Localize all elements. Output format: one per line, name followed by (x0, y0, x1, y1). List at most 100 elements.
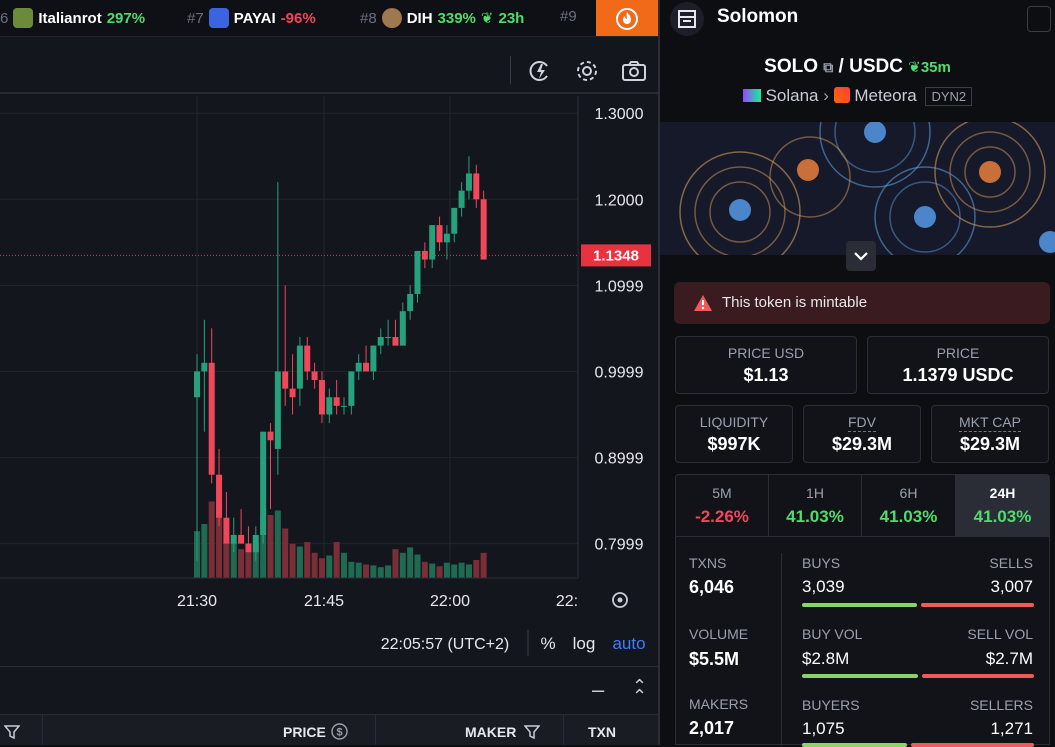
sellers-value: 1,271 (990, 719, 1033, 738)
copy-icon[interactable]: ⧉ (823, 59, 834, 75)
buyers-label: BUYERS (802, 697, 860, 713)
candle-body (252, 534, 259, 553)
quote-symbol: USDC (849, 56, 903, 77)
gear-icon[interactable] (574, 58, 600, 84)
volume-bar (223, 534, 230, 578)
candlestick-chart[interactable]: 1.3000 1.2000 1.0999 0.9999 0.8999 0.7999 1.1… (0, 96, 658, 666)
price-chart[interactable]: 1.3000 1.2000 1.0999 0.9999 0.8999 0.7999 1.1… (0, 96, 658, 666)
percent-toggle[interactable]: % (540, 634, 555, 653)
panel-divider[interactable] (658, 0, 660, 745)
expand-button[interactable]: ⌃ ⌃ (632, 677, 647, 705)
chevron-down-icon (854, 251, 868, 261)
maker-filter-icon[interactable] (524, 725, 540, 739)
price-column-header[interactable]: PRICE (283, 724, 326, 740)
ticker-item-4[interactable]: #9 (560, 8, 577, 25)
fire-button[interactable] (596, 0, 658, 36)
sellers-bar (910, 743, 1034, 747)
volume-bar (230, 542, 237, 578)
pair-age: 35m (920, 59, 951, 76)
candle-body (399, 311, 406, 346)
maker-column-header[interactable]: MAKER (465, 724, 517, 740)
tab-6h[interactable]: 6H 41.03% (862, 475, 956, 537)
tab-5m[interactable]: 5M -2.26% (676, 475, 769, 537)
ticker-rank: #8 (360, 9, 377, 27)
panel-controls: – ⌃ ⌃ (0, 666, 658, 714)
lightning-chart-icon[interactable] (527, 58, 553, 84)
ticker-item-2[interactable]: #7 PAYAI -96% (187, 8, 316, 28)
mintable-warning: This token is mintable (674, 282, 1050, 324)
candle-body (238, 534, 245, 544)
candle-body (289, 388, 296, 398)
candles (194, 156, 487, 561)
chain-name[interactable]: Solana (765, 86, 819, 105)
camera-icon[interactable] (621, 58, 647, 84)
token-avatar (208, 8, 229, 28)
price-usd-value: $1.13 (743, 365, 789, 385)
token-name: Solomon (717, 6, 799, 27)
volume-bar (267, 515, 274, 578)
candle-body (348, 371, 355, 406)
fdv-card[interactable]: FDV $29.3M (803, 405, 921, 463)
tab-24h[interactable]: 24H 41.03% (956, 475, 1049, 537)
mcap-card[interactable]: MKT CAP $29.3M (931, 405, 1049, 463)
volume-bar (385, 565, 392, 578)
volume-bar (421, 561, 428, 578)
buyers-value: 1,075 (802, 719, 845, 738)
volume-bar (318, 558, 325, 578)
ticker-item-1[interactable]: 6 Italianrot 297% (0, 8, 145, 28)
candle-body (194, 371, 200, 398)
time-tick-label: 22: (556, 593, 578, 610)
candle-body (208, 362, 215, 475)
log-toggle[interactable]: log (573, 634, 596, 653)
token-avatar (381, 8, 402, 28)
toolbar-divider (510, 56, 511, 84)
candle-body (473, 173, 480, 200)
auto-toggle[interactable]: auto (612, 634, 645, 653)
volume-bar (370, 565, 377, 578)
sells-value: 3,007 (990, 577, 1033, 596)
volume-bar (407, 547, 414, 578)
expand-banner-button[interactable] (846, 241, 876, 271)
axis-settings-icon[interactable] (612, 592, 628, 608)
ticker-change: -96% (280, 9, 316, 27)
filter-icon[interactable] (4, 725, 20, 739)
trending-ticker: 6 Italianrot 297% #7 PAYAI -96% #8 DIH 3… (0, 0, 658, 37)
token-avatar (13, 8, 34, 28)
dollar-icon[interactable]: $ (331, 723, 348, 740)
tab-value: 41.03% (973, 507, 1032, 526)
candle-body (341, 405, 347, 407)
candle-body (414, 250, 421, 294)
volume-bar (443, 562, 450, 578)
volume-bars (194, 501, 487, 578)
fdv-value: $29.3M (831, 434, 893, 454)
price-axis[interactable]: 1.3000 1.2000 1.0999 0.9999 0.8999 0.7999 (595, 106, 644, 553)
sells-label: SELLS (989, 555, 1033, 571)
volume-bar (245, 551, 252, 578)
volume-bar (252, 543, 259, 578)
candle-body (311, 371, 318, 381)
ticker-name: DIH (406, 9, 433, 27)
dex-name[interactable]: Meteora (854, 86, 917, 105)
price-tick-label: 1.3000 (595, 106, 644, 123)
txn-column-header[interactable]: TXN (588, 724, 616, 740)
stats-panel: 5M -2.26% 1H 41.03% 6H 41.03% 24H 41.03%… (675, 474, 1050, 747)
ticker-rank: #7 (187, 9, 204, 27)
time-axis[interactable]: 21:30 21:45 22:00 22: (177, 593, 578, 610)
buys-label: BUYS (802, 555, 841, 571)
stats-divider (781, 553, 782, 746)
collapse-button[interactable]: – (592, 677, 605, 702)
ticker-item-3[interactable]: #8 DIH 339% ❦ 23h (360, 8, 524, 28)
price-tick-label: 1.0999 (595, 278, 644, 295)
volume-label: VOLUME (689, 626, 749, 642)
price-tick-label: 0.9999 (595, 365, 644, 382)
svg-text:1.1348: 1.1348 (593, 247, 639, 264)
candle-body (407, 293, 414, 312)
ticker-name: Italianrot (38, 9, 102, 27)
tab-1h[interactable]: 1H 41.03% (769, 475, 862, 537)
tab-label: 1H (806, 485, 824, 501)
volume-bar (355, 562, 362, 578)
candle-body (443, 233, 450, 243)
menu-button[interactable] (1027, 6, 1051, 32)
chart-grid (0, 96, 578, 578)
volume-bar (429, 563, 436, 578)
